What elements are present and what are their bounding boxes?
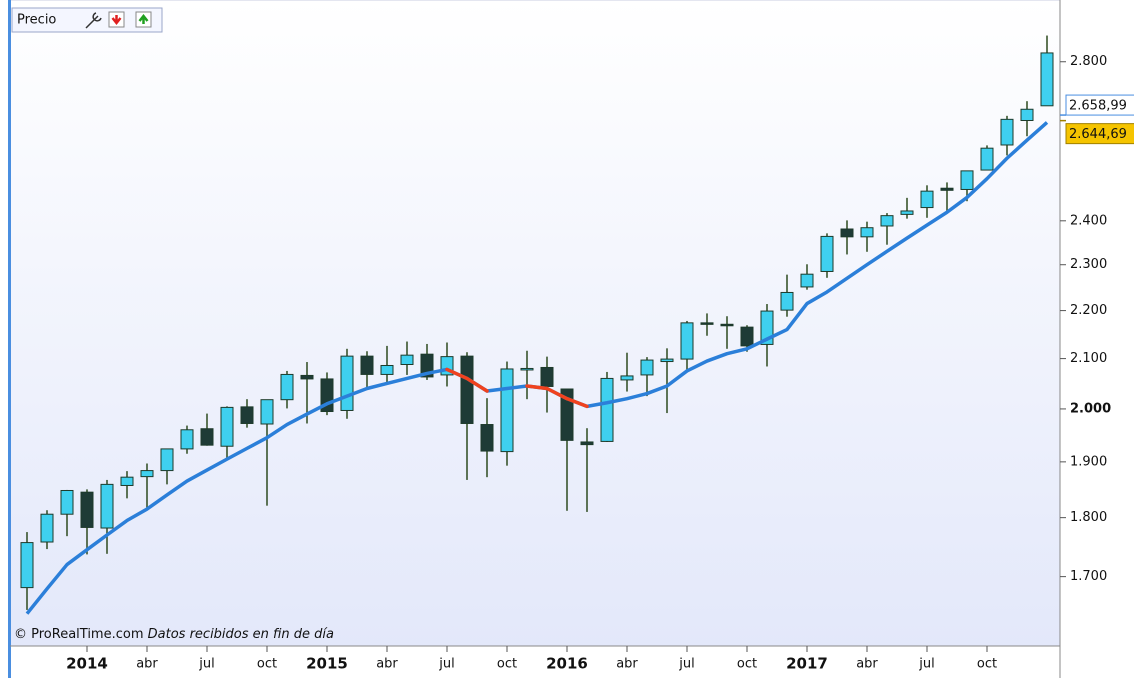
candle-body: [480, 424, 494, 452]
candle-body: [560, 388, 574, 441]
moving-average-down: [545, 386, 569, 401]
candle-body: [780, 291, 794, 311]
y-tick-label: 2.800: [1070, 54, 1107, 69]
x-tick-label: oct: [257, 657, 277, 672]
x-tick-label: jul: [678, 657, 694, 672]
candle-body: [860, 227, 874, 238]
x-tick-label: jul: [438, 657, 454, 672]
plot: [20, 35, 1054, 615]
candle-body: [340, 355, 354, 411]
x-tick-label: abr: [136, 657, 158, 672]
candle-body: [640, 359, 654, 376]
x-tick-label: abr: [376, 657, 398, 672]
moving-average-down: [445, 367, 469, 381]
candle-body: [660, 358, 674, 363]
candle-body: [120, 476, 134, 486]
x-tick-label: abr: [856, 657, 878, 672]
candle-body: [100, 483, 114, 529]
candle-body: [900, 210, 914, 215]
candle-body: [20, 542, 34, 589]
x-tick-label: abr: [616, 657, 638, 672]
y-tick-label: 2.000: [1070, 401, 1111, 416]
y-tick-label: 2.100: [1070, 351, 1107, 366]
candle-body: [680, 322, 694, 360]
candle-body: [820, 235, 834, 272]
x-tick-label: oct: [497, 657, 517, 672]
footer-source: © ProRealTime.com: [14, 627, 144, 642]
left-border: [8, 0, 11, 678]
last-price-label: 2.658,99: [1069, 99, 1127, 114]
moving-average-down: [465, 376, 489, 393]
y-tick-label: 2.300: [1070, 257, 1107, 272]
x-tick-label: 2017: [786, 655, 828, 673]
candle-body: [880, 215, 894, 227]
candle-body: [840, 228, 854, 238]
candle-body: [60, 489, 74, 515]
candle-body: [180, 429, 194, 450]
up-arrow: [138, 13, 149, 24]
candle-body: [1020, 108, 1034, 122]
candle-body: [960, 170, 974, 190]
candle-body: [620, 375, 634, 381]
candle-body: [140, 470, 154, 478]
x-tick-label: oct: [737, 657, 757, 672]
y-tick-label: 1.800: [1070, 510, 1107, 525]
chart-title: Precio: [17, 13, 56, 28]
header: Precio: [11, 7, 163, 33]
y-tick-label: 1.900: [1070, 454, 1107, 469]
footer: © ProRealTime.com Datos recibidos en fin…: [14, 627, 334, 642]
candle-body: [280, 373, 294, 401]
candle-body: [520, 367, 534, 371]
candle-body: [260, 399, 274, 425]
y-tick-label: 2.400: [1070, 213, 1107, 228]
candle-body: [1040, 52, 1054, 107]
candle-body: [400, 354, 414, 366]
candle-body: [240, 406, 254, 424]
candle-body: [700, 322, 714, 325]
y-tick-label: 2.200: [1070, 303, 1107, 318]
candle-body: [800, 273, 814, 288]
x-tick-label: oct: [977, 657, 997, 672]
candle-body: [300, 374, 314, 380]
candle-body: [1000, 118, 1014, 146]
wrench-icon[interactable]: [85, 12, 102, 29]
candle-body: [160, 448, 174, 472]
candle-body: [720, 323, 734, 327]
x-tick-label: 2014: [66, 655, 108, 673]
x-tick-label: jul: [198, 657, 214, 672]
footer-note: Datos recibidos en fin de día: [148, 627, 334, 642]
candle-body: [580, 441, 594, 446]
candle-body: [220, 406, 234, 447]
x-tick-label: jul: [918, 657, 934, 672]
ma-last-label-box: [1065, 123, 1134, 145]
candle-body: [200, 428, 214, 446]
plot-area: [9, 0, 1061, 647]
last-price-label-box: [1065, 94, 1134, 116]
candle-body: [460, 355, 474, 424]
candle-body: [40, 513, 54, 543]
ma-last-label: 2.644,69: [1069, 127, 1127, 142]
candle-body: [940, 187, 954, 191]
candle-body: [600, 377, 614, 442]
moving-average-down: [565, 396, 589, 409]
candle-body: [980, 147, 994, 171]
y-tick-label: 1.700: [1070, 569, 1107, 584]
candle-body: [380, 364, 394, 375]
candle-body: [920, 190, 934, 209]
moving-average-down: [525, 384, 549, 391]
down-arrow: [111, 15, 122, 26]
x-tick-label: 2015: [306, 655, 348, 673]
candle-body: [740, 326, 754, 347]
candle-body: [500, 368, 514, 453]
candle-body: [360, 355, 374, 375]
candle-body: [540, 366, 554, 387]
x-tick-label: 2016: [546, 655, 588, 673]
candle-body: [80, 491, 94, 528]
